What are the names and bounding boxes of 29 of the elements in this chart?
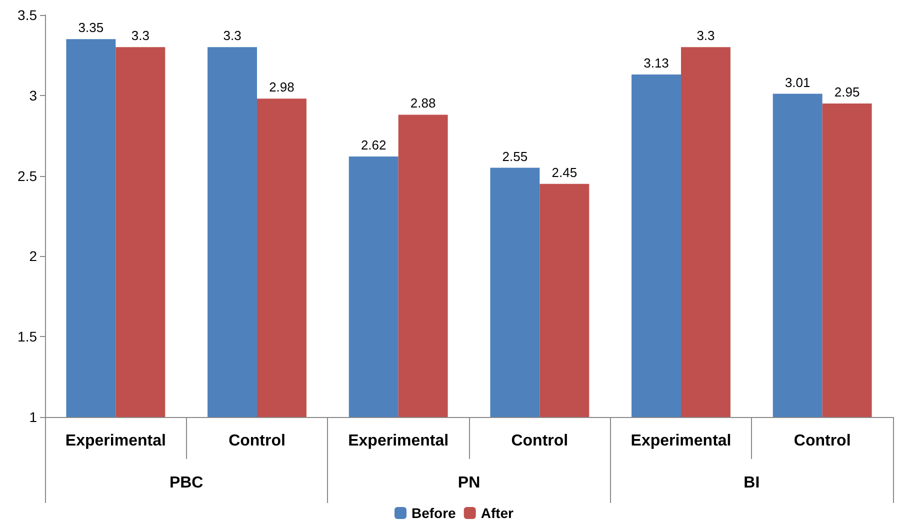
data-label: 2.45: [552, 164, 578, 180]
y-tick-label: 1: [29, 409, 38, 425]
data-label: 3.13: [644, 55, 669, 70]
x-tick-label: Control: [794, 432, 851, 450]
y-tick-label: 3: [29, 87, 38, 104]
data-label: 3.3: [696, 28, 715, 44]
x-tick-label: Control: [228, 432, 286, 450]
text: BI: [744, 474, 760, 492]
legend-label: After: [480, 505, 514, 521]
y-tick-label: 1.5: [18, 328, 38, 345]
data-label: 2.55: [502, 148, 528, 164]
data-label: 2.62: [360, 138, 386, 153]
data-label: 2.88: [410, 96, 436, 111]
data-label: 3.35: [78, 20, 104, 36]
data-label: 3.3: [131, 28, 150, 44]
data-label: 3.01: [784, 74, 810, 90]
y-tick-label: 2.5: [18, 168, 38, 184]
x-tick-label: Experimental: [630, 432, 732, 450]
y-tick-label: 3.5: [18, 7, 38, 23]
y-tick-label: 2: [29, 248, 38, 264]
x-tick-label: Control: [511, 432, 568, 450]
text: PBC: [169, 474, 204, 492]
data-label: 3.3: [223, 28, 242, 44]
x-tick-label: Experimental: [65, 432, 166, 450]
x-tick-label: Experimental: [348, 432, 449, 450]
legend-label: Before: [411, 505, 456, 521]
text: PN: [458, 474, 480, 492]
data-label: 2.95: [834, 84, 860, 100]
data-label: 2.98: [269, 80, 294, 95]
